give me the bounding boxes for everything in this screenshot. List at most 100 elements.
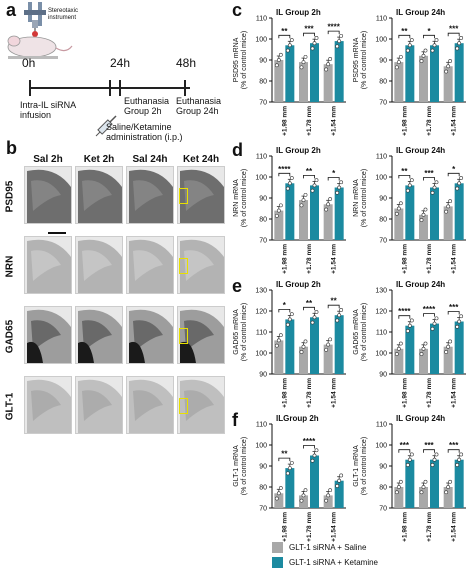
significance-marker: * (452, 165, 456, 174)
bar (310, 43, 319, 102)
data-point (303, 488, 308, 493)
data-point (289, 176, 294, 180)
data-point (398, 54, 403, 59)
histology-slice (126, 306, 174, 364)
histology-slice (24, 376, 72, 434)
data-point (314, 178, 319, 183)
significance-bracket (278, 172, 291, 177)
histology-slice (75, 376, 123, 434)
y-tick-label: 110 (376, 16, 387, 23)
bar (274, 340, 284, 374)
region-highlight-box (179, 328, 188, 344)
data-point (328, 337, 333, 342)
data-point (287, 317, 292, 322)
data-point (299, 203, 304, 208)
data-point (405, 188, 410, 193)
category-label: +1.54 mm (451, 244, 458, 274)
y-axis-label-unit: (% of control mice) (241, 31, 248, 89)
y-axis-label-unit: (% of control mice) (241, 169, 248, 227)
y-tick-label: 100 (375, 37, 387, 44)
data-point (432, 457, 437, 462)
data-point (287, 43, 292, 48)
significance-bracket (447, 449, 460, 453)
category-label: +1.98 mm (401, 106, 408, 136)
bar (285, 45, 295, 102)
data-point (419, 352, 424, 356)
significance-bracket (278, 309, 291, 313)
category-label: +1.78 mm (306, 106, 313, 136)
significance-marker: ** (306, 167, 313, 176)
category-label: +1.78 mm (426, 378, 433, 408)
data-point (328, 197, 333, 201)
bar (430, 45, 439, 102)
category-label: +1.54 mm (331, 378, 338, 408)
y-axis-label: GLT-1 mRNA (353, 445, 360, 487)
data-point (405, 463, 410, 467)
panel-label-e: e (232, 276, 243, 296)
y-tick-label: 100 (255, 37, 267, 44)
bar (454, 321, 464, 374)
bar (443, 487, 453, 508)
data-point (409, 318, 414, 323)
data-point (396, 206, 401, 211)
panel-label-f: f (232, 410, 238, 430)
category-label: +1.78 mm (426, 244, 433, 274)
chart-title: IL Group 24h (396, 146, 445, 155)
y-tick-label: 100 (255, 351, 267, 358)
chart-title: IL Group 2h (276, 280, 321, 289)
histology-slice (75, 306, 123, 364)
category-label: +1.78 mm (426, 106, 433, 136)
y-axis-label: NRN mRNA (353, 179, 360, 217)
timeline-infusion: Intra-IL siRNA infusion (20, 100, 76, 120)
bar (430, 323, 439, 374)
data-point (301, 344, 306, 349)
scale-bar (48, 232, 66, 234)
y-tick-label: 70 (379, 238, 387, 245)
row-header-nrn: NRN (4, 255, 16, 278)
y-tick-label: 110 (256, 422, 267, 429)
bar (323, 495, 333, 508)
category-label: +1.54 mm (451, 378, 458, 408)
y-tick-label: 80 (379, 485, 387, 492)
data-point (335, 318, 340, 323)
y-tick-label: 100 (375, 175, 387, 182)
region-highlight-box (179, 188, 188, 204)
data-point (276, 58, 281, 62)
data-point (434, 38, 439, 42)
data-point (434, 316, 439, 321)
column-header-ket-2h: Ket 2h (83, 154, 115, 165)
row-header-gad65: GAD65 (4, 319, 16, 354)
bar (310, 185, 319, 240)
y-axis-label-unit: (% of control mice) (361, 31, 368, 89)
data-point (337, 313, 342, 318)
y-tick-label: 100 (375, 443, 387, 450)
data-point (303, 54, 308, 59)
histology-slice (177, 376, 225, 434)
significance-bracket (423, 177, 435, 181)
data-point (339, 473, 344, 478)
data-point (289, 38, 294, 42)
data-point (409, 452, 414, 457)
data-point (303, 192, 308, 197)
category-label: +1.54 mm (451, 106, 458, 136)
significance-bracket (278, 457, 291, 462)
panel-label-a: a (6, 0, 17, 20)
y-tick-label: 90 (259, 196, 267, 203)
chart-title: IL Group 24h (396, 414, 445, 423)
significance-bracket (398, 449, 411, 453)
bar (454, 183, 464, 240)
histology-slice (75, 166, 123, 224)
bar (285, 468, 295, 508)
data-point (312, 41, 317, 46)
y-tick-label: 130 (255, 288, 267, 295)
significance-bracket (398, 175, 411, 179)
y-axis-label-unit: (% of control mice) (361, 169, 368, 227)
stereotaxic-mouse-illustration (7, 2, 73, 59)
instrument-label: Stereotaxic instrument (48, 8, 79, 21)
data-point (285, 186, 290, 191)
category-label: +1.98 mm (401, 378, 408, 408)
timeline-euthanasia-24h: Euthanasia Group 24h (176, 96, 222, 116)
data-point (430, 326, 435, 331)
bar (299, 62, 308, 102)
data-point (444, 490, 449, 495)
